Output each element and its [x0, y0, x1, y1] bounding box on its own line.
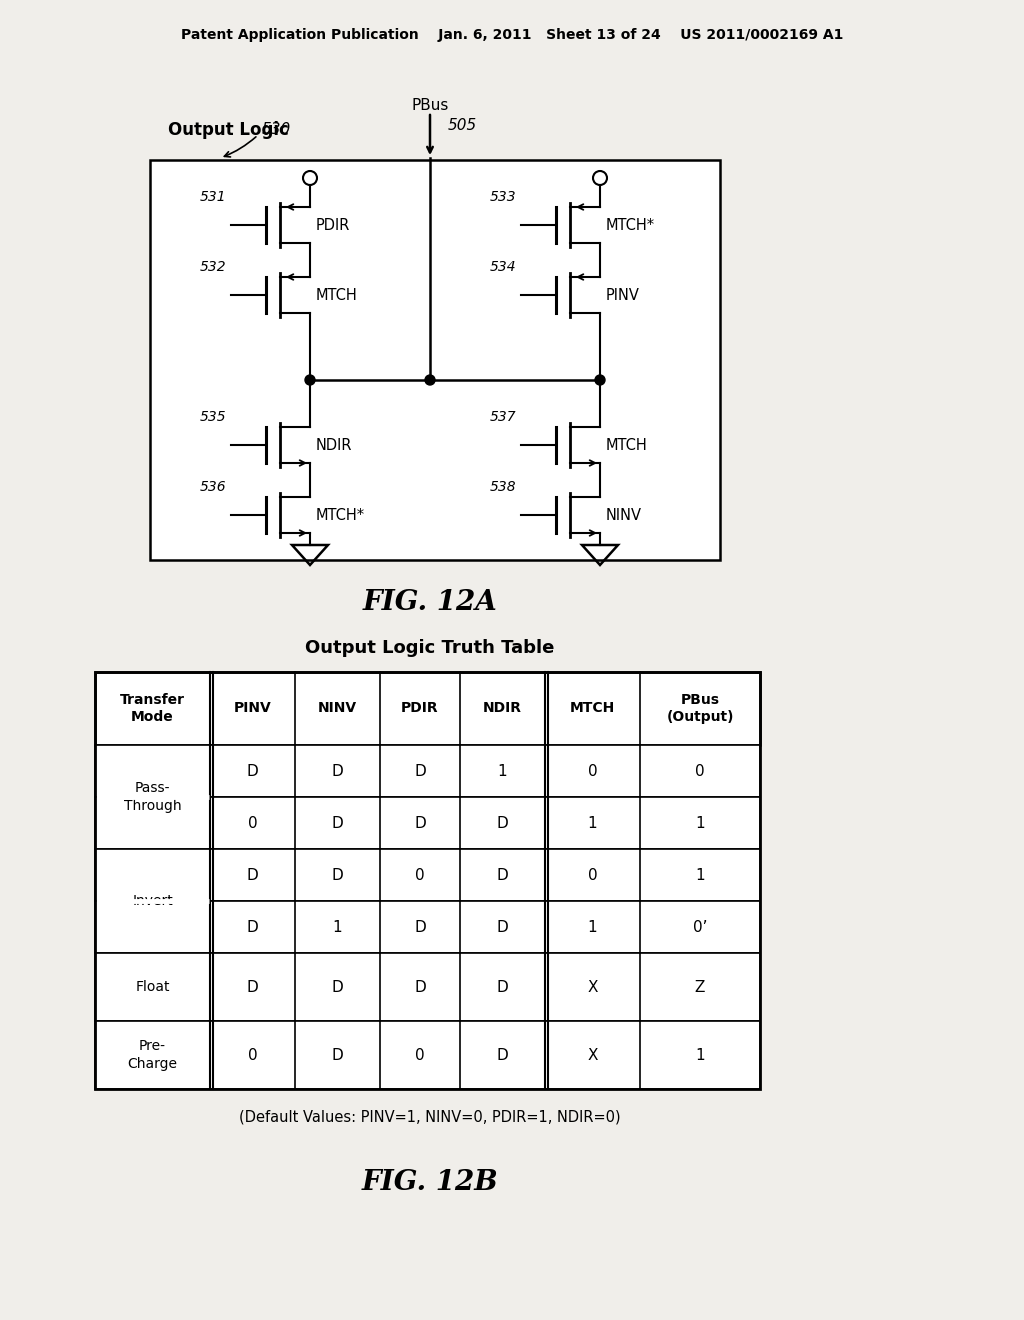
Text: Output Logic Truth Table: Output Logic Truth Table	[305, 639, 555, 657]
Text: 538: 538	[489, 480, 516, 494]
Text: D: D	[497, 1048, 508, 1063]
Text: NDIR: NDIR	[483, 701, 522, 715]
Bar	[95, 797, 760, 849]
Circle shape	[305, 375, 315, 385]
Text: 535: 535	[200, 411, 226, 424]
Text: 530: 530	[262, 123, 291, 137]
Text: D: D	[247, 920, 258, 935]
Text: NINV: NINV	[606, 507, 642, 523]
Bar	[95, 953, 760, 1020]
Text: 1: 1	[498, 763, 507, 779]
Text: 532: 532	[200, 260, 226, 275]
Text: D: D	[414, 920, 426, 935]
Text: 505: 505	[449, 117, 477, 132]
Text: FIG. 12A: FIG. 12A	[362, 589, 498, 615]
Text: 0: 0	[588, 763, 597, 779]
Text: D: D	[497, 979, 508, 994]
Bar	[95, 744, 760, 797]
Text: 1: 1	[588, 816, 597, 830]
Text: Output Logic: Output Logic	[168, 121, 289, 139]
Text: Pass-
Through: Pass- Through	[124, 781, 181, 813]
Text: 1: 1	[695, 1048, 705, 1063]
Text: Transfer
Mode: Transfer Mode	[120, 693, 185, 725]
Text: D: D	[497, 816, 508, 830]
Text: 533: 533	[489, 190, 516, 205]
Text: 0: 0	[248, 816, 257, 830]
Text: MTCH: MTCH	[606, 437, 648, 453]
Text: NDIR: NDIR	[316, 437, 352, 453]
Text: PBus
(Output): PBus (Output)	[667, 693, 734, 725]
Text: 1: 1	[333, 920, 342, 935]
Text: PINV: PINV	[606, 288, 640, 302]
Bar	[95, 902, 760, 953]
Text: D: D	[414, 979, 426, 994]
Text: PINV: PINV	[233, 701, 271, 715]
Circle shape	[425, 375, 435, 385]
Text: Patent Application Publication    Jan. 6, 2011   Sheet 13 of 24    US 2011/00021: Patent Application Publication Jan. 6, 2…	[181, 28, 843, 42]
Bar	[95, 672, 760, 744]
Text: D: D	[332, 763, 343, 779]
Bar	[95, 849, 760, 902]
Text: 0: 0	[695, 763, 705, 779]
Text: 531: 531	[200, 190, 226, 205]
Text: MTCH*: MTCH*	[606, 218, 655, 232]
Text: X: X	[587, 979, 598, 994]
Text: PBus: PBus	[412, 98, 449, 112]
Text: 0: 0	[415, 1048, 425, 1063]
Text: NINV: NINV	[317, 701, 357, 715]
Text: PDIR: PDIR	[316, 218, 350, 232]
Text: 537: 537	[489, 411, 516, 424]
Circle shape	[595, 375, 605, 385]
Text: 534: 534	[489, 260, 516, 275]
Text: Pre-
Charge: Pre- Charge	[128, 1039, 177, 1071]
Text: MTCH: MTCH	[316, 288, 357, 302]
Text: D: D	[247, 979, 258, 994]
Text: 1: 1	[588, 920, 597, 935]
Text: (Default Values: PINV=1, NINV=0, PDIR=1, NDIR=0): (Default Values: PINV=1, NINV=0, PDIR=1,…	[240, 1110, 621, 1125]
Text: D: D	[332, 816, 343, 830]
Text: D: D	[414, 763, 426, 779]
Text: 536: 536	[200, 480, 226, 494]
Text: D: D	[414, 816, 426, 830]
Text: MTCH*: MTCH*	[316, 507, 366, 523]
Text: Z: Z	[695, 979, 706, 994]
Text: 0: 0	[588, 867, 597, 883]
Text: D: D	[247, 867, 258, 883]
Bar	[95, 1020, 760, 1089]
Text: FIG. 12B: FIG. 12B	[361, 1168, 499, 1196]
Text: D: D	[497, 920, 508, 935]
Text: D: D	[332, 1048, 343, 1063]
Text: D: D	[332, 867, 343, 883]
Text: X: X	[587, 1048, 598, 1063]
Bar	[150, 160, 720, 560]
Text: 1: 1	[695, 816, 705, 830]
Bar	[95, 672, 760, 1089]
Text: Float: Float	[135, 979, 170, 994]
Text: MTCH: MTCH	[570, 701, 615, 715]
Text: 0: 0	[415, 867, 425, 883]
Text: D: D	[497, 867, 508, 883]
Text: PDIR: PDIR	[401, 701, 439, 715]
Text: D: D	[332, 979, 343, 994]
Text: 1: 1	[695, 867, 705, 883]
Text: 0: 0	[248, 1048, 257, 1063]
Text: Invert: Invert	[132, 894, 173, 908]
Text: D: D	[247, 763, 258, 779]
Text: 0ʼ: 0ʼ	[693, 920, 708, 935]
